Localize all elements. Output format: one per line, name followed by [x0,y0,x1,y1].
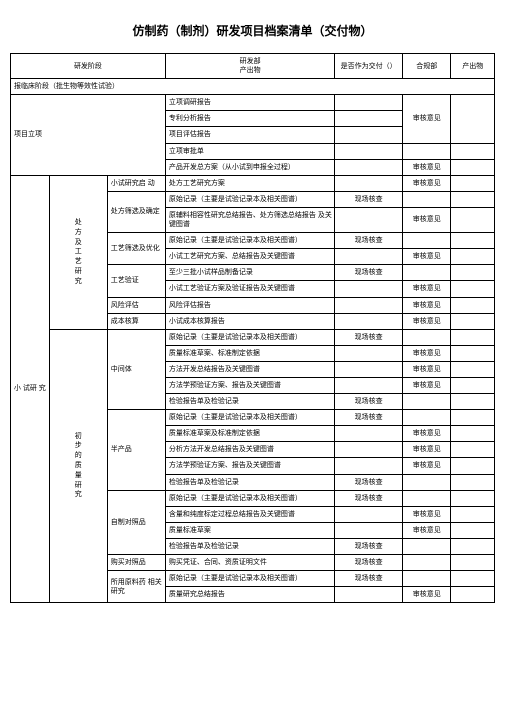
hdr-isdeliv: 是否作为交付（） [335,54,403,79]
hdr-deliverable: 研发部 产出物 [165,54,334,79]
table-row: 项目立项 立项调研报告 审核意见 [11,95,495,111]
archive-table: 研发阶段 研发部 产出物 是否作为交付（） 合规部 产出物 报临床阶段（批生物等… [10,53,495,603]
group-prelimq: 初 步 的 质 量 研 究 [49,329,107,603]
group-init: 项目立项 [11,95,166,175]
table-row: 初 步 的 质 量 研 究 中间体 原始记录（主要是试验记录本及相关图谱） 现场… [11,329,495,345]
page-title: 仿制药（制剂）研发项目档案清单（交付物） [10,22,495,39]
table-header: 研发阶段 研发部 产出物 是否作为交付（） 合规部 产出物 [11,54,495,79]
hdr-compliance: 合规部 [403,54,451,79]
table-row: 小 试研 究 处 方 及 工 艺 研 究 小试研究启 动 处方工艺研究方案 审核… [11,175,495,191]
group-pilot: 小 试研 究 [11,175,50,603]
section-header: 报临床阶段（批生物等效性试验） [11,79,495,95]
hdr-stage: 研发阶段 [11,54,166,79]
group-formula: 处 方 及 工 艺 研 究 [49,175,107,329]
hdr-output: 产出物 [451,54,495,79]
